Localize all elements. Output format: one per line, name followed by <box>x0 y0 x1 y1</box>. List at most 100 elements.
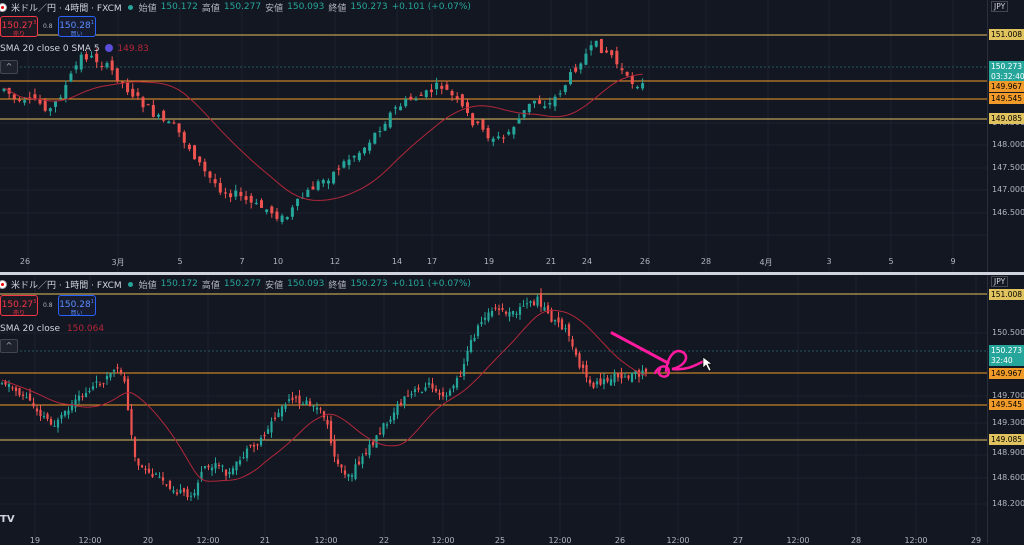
candle-body <box>641 83 645 89</box>
sma-legend-4h[interactable]: SMA 20 close 0 SMA 5 149.83 <box>0 44 149 54</box>
sell-button[interactable]: 150.273 売り <box>0 16 38 38</box>
time-tick: 12:00 <box>314 536 338 545</box>
sma-text: SMA 20 close <box>0 324 60 334</box>
close-value: 150.273 <box>350 2 388 12</box>
price-axis-1h[interactable]: JPY 150.500 149.700 149.300 148.900 148.600 1… <box>987 275 1024 543</box>
level-price-label[interactable]: 149.967 <box>989 368 1024 379</box>
collapse-legend-button[interactable]: ^ <box>0 339 18 353</box>
collapse-legend-button[interactable]: ^ <box>0 60 18 74</box>
candle-body <box>399 402 403 406</box>
chart-pane-4h[interactable]: 米ドル／円 · 4時間 · FXCM 始値 150.172 高値 150.277 安… <box>0 0 1024 272</box>
candle-body <box>198 156 202 163</box>
buy-button[interactable]: 150.281 買い <box>57 16 96 38</box>
current-price-label[interactable]: 150.273 <box>989 345 1024 356</box>
candle-body <box>193 493 196 496</box>
candle-body <box>119 369 123 373</box>
candle-body <box>615 50 619 65</box>
level-price-label[interactable]: 149.085 <box>989 113 1024 124</box>
candle-body <box>172 490 175 493</box>
candle-body <box>383 123 387 131</box>
candle-body <box>242 457 245 459</box>
level-price-label[interactable]: 149.545 <box>989 399 1024 410</box>
candle-body <box>69 73 73 82</box>
flag-icon <box>0 279 7 289</box>
candle-body <box>448 390 452 396</box>
time-tick: 7 <box>239 257 245 266</box>
candles-1h[interactable] <box>0 275 987 543</box>
candle-body <box>260 200 263 208</box>
candle-body <box>529 301 532 303</box>
level-price-label[interactable]: 151.008 <box>989 29 1024 40</box>
level-price-label[interactable]: 149.967 <box>989 81 1024 92</box>
symbol-title[interactable]: 米ドル／円 · 1時間 · FXCM <box>11 280 122 291</box>
candle-body <box>162 110 166 121</box>
sma-legend-1h[interactable]: SMA 20 close 150.064 <box>0 324 104 334</box>
candles-4h[interactable] <box>0 0 987 272</box>
level-price-label[interactable]: 151.008 <box>989 289 1024 300</box>
time-tick: 4月 <box>759 258 773 267</box>
trade-buttons-1h: 150.273 売り 0.8 150.281 買い <box>0 295 96 317</box>
candle-body <box>588 379 592 384</box>
plot-area-4h[interactable] <box>0 0 987 272</box>
mouse-cursor-icon <box>702 356 713 372</box>
level-price-label[interactable]: 149.085 <box>989 434 1024 445</box>
level-price-label[interactable]: 149.545 <box>989 93 1024 104</box>
pane-separator[interactable] <box>0 272 1024 275</box>
candle-body <box>558 93 562 95</box>
symbol-title[interactable]: 米ドル／円 · 4時間 · FXCM <box>11 3 122 14</box>
time-tick: 10 <box>272 257 284 266</box>
candle-body <box>507 131 511 135</box>
high-value: 150.277 <box>223 279 262 289</box>
candle-body <box>172 122 176 124</box>
candle-body <box>308 401 312 406</box>
sell-button[interactable]: 150.273 売り <box>0 295 38 317</box>
buy-price-sup: 1 <box>90 20 94 26</box>
candle-body <box>245 448 249 459</box>
candle-body <box>229 193 233 198</box>
candle-body <box>641 370 644 376</box>
candle-body <box>306 189 310 197</box>
candle-body <box>144 468 147 470</box>
candle-body <box>131 88 135 97</box>
sma-settings-icon[interactable] <box>104 44 113 52</box>
candle-body <box>326 420 329 425</box>
tradingview-logo[interactable]: TV <box>0 514 15 525</box>
candle-body <box>342 161 346 168</box>
current-price-label[interactable]: 150.273 <box>989 61 1024 72</box>
current-price-label[interactable]: 32:40 <box>989 355 1024 366</box>
candle-body <box>151 473 154 477</box>
candle-body <box>635 86 639 89</box>
candle-body <box>186 489 189 498</box>
time-tick: 26 <box>639 257 651 266</box>
candle-body <box>48 108 52 112</box>
plot-area-1h[interactable] <box>0 275 987 543</box>
candle-body <box>336 459 340 464</box>
price-tick: 148.200 <box>992 499 1024 508</box>
currency-unit[interactable]: JPY <box>991 1 1009 12</box>
market-status-icon <box>127 281 133 287</box>
current-price-label[interactable]: 03:32:40 <box>989 71 1024 82</box>
time-tick: 22 <box>378 536 390 545</box>
candle-body <box>249 444 252 446</box>
candle-body <box>167 121 171 124</box>
candle-body <box>363 147 366 154</box>
time-tick: 3 <box>826 257 832 266</box>
time-tick: 12:00 <box>666 536 690 545</box>
currency-unit[interactable]: JPY <box>991 276 1009 287</box>
sell-label: 売り <box>12 310 25 317</box>
buy-button[interactable]: 150.281 買い <box>57 295 96 317</box>
candle-body <box>305 400 308 405</box>
candle-body <box>518 307 522 315</box>
candle-body <box>319 408 322 410</box>
candle-body <box>599 378 602 385</box>
candle-body <box>399 106 403 111</box>
candle-body <box>404 99 408 107</box>
price-axis-4h[interactable]: JPY 148.500148.000147.500147.000146.500 … <box>987 0 1024 272</box>
time-tick: 12:00 <box>786 536 810 545</box>
candle-body <box>35 408 39 412</box>
candle-body <box>406 395 410 397</box>
candle-body <box>429 89 433 93</box>
chart-pane-1h[interactable]: 米ドル／円 · 1時間 · FXCM 始値 150.172 高値 150.277 安… <box>0 275 1024 545</box>
candle-body <box>140 465 144 468</box>
candle-body <box>23 100 27 103</box>
